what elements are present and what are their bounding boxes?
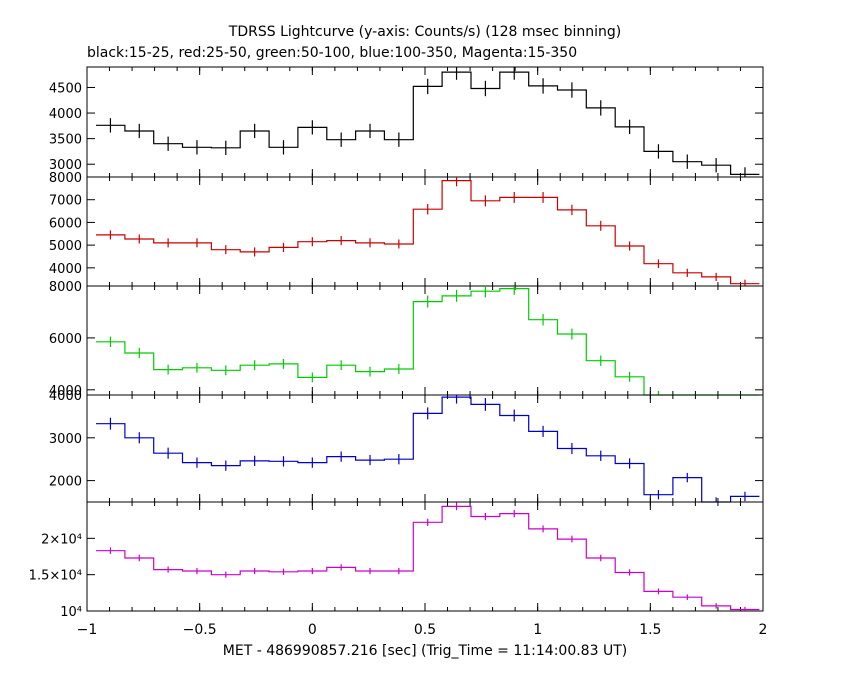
x-tick-label: 1.5 [639, 622, 661, 638]
panel-3: 2000 3000 4000 [49, 389, 764, 503]
panel-frame [86, 285, 764, 396]
y-tick-label: 4000 [49, 107, 82, 122]
series-step-line [96, 288, 760, 396]
chart-subtitle: black:15-25, red:25-50, green:50-100, bl… [87, 45, 578, 61]
x-tick-label: 0.5 [414, 622, 436, 638]
panel-frame [86, 501, 764, 612]
y-tick-label: 3500 [49, 133, 82, 148]
x-tick-label: 2 [759, 622, 768, 638]
y-tick-label: 4000 [49, 384, 82, 399]
x-tick-label: 1 [533, 622, 542, 638]
series-step-line [96, 180, 760, 285]
y-tick-label: 6000 [49, 332, 82, 347]
y-tick-label: 2×10⁴ [41, 532, 82, 547]
y-tick-label: 8000 [49, 171, 82, 186]
y-tick-label: 1.5×10⁴ [29, 569, 82, 584]
x-axis-label: MET - 486990857.216 [sec] (Trig_Time = 1… [223, 643, 627, 659]
y-tick-label: 6000 [49, 216, 82, 231]
panel-4: 10⁴ 1.5×10⁴ 2×10⁴ [29, 501, 764, 620]
panel-frame [86, 176, 764, 287]
x-tick-label: 0 [308, 622, 317, 638]
y-tick-label: 4000 [49, 389, 82, 404]
panel-frame [86, 66, 764, 178]
x-tick-label: −1 [77, 622, 98, 638]
x-axis: −1 −0.5 0 0.5 1 1.5 2 [77, 622, 768, 638]
x-tick-label: −0.5 [183, 622, 217, 638]
y-tick-label: 7000 [49, 194, 82, 209]
y-tick-label: 2000 [49, 475, 82, 490]
y-tick-label: 3000 [49, 158, 82, 173]
panels-group: 3000350040004500400050006000700080004000… [29, 66, 764, 620]
y-tick-label: 8000 [49, 280, 82, 295]
panel-2: 4000 6000 8000 [49, 280, 764, 399]
panel-frame [86, 394, 764, 503]
series-step-line [96, 505, 760, 611]
chart-title: TDRSS Lightcurve (y-axis: Counts/s) (128… [228, 24, 622, 40]
y-tick-label: 4000 [49, 262, 82, 277]
panel-1: 4000 5000 6000 7000 8000 [49, 171, 764, 287]
panel-0: 3000 3500 4000 4500 [49, 66, 764, 178]
y-tick-label: 10⁴ [60, 605, 82, 620]
y-tick-label: 5000 [49, 239, 82, 254]
y-tick-label: 4500 [49, 81, 82, 96]
y-tick-label: 3000 [49, 432, 82, 447]
